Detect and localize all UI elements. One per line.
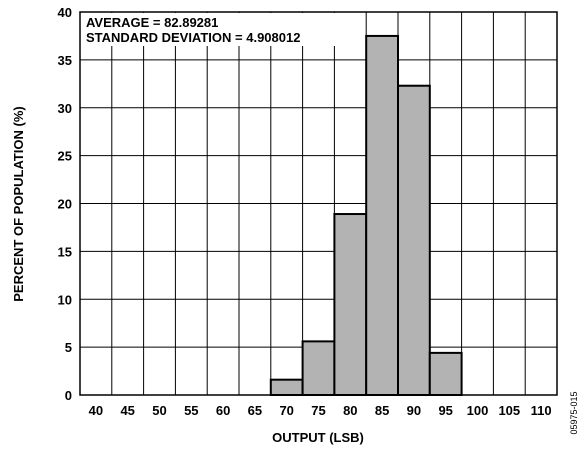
- annotation-box: [81, 13, 355, 46]
- x-tick-label: 60: [216, 403, 230, 418]
- y-tick-label: 5: [65, 340, 72, 355]
- x-tick-label: 75: [311, 403, 325, 418]
- y-tick-label: 15: [58, 244, 72, 259]
- x-tick-label: 55: [184, 403, 198, 418]
- y-tick-labels: 0 5 10 15 20 25 30 35 40: [58, 5, 72, 403]
- x-tick-label: 70: [279, 403, 293, 418]
- annotation-average: AVERAGE = 82.89281: [86, 15, 218, 30]
- y-axis-label: PERCENT OF POPULATION (%): [11, 106, 26, 301]
- x-tick-label: 95: [438, 403, 452, 418]
- x-tick-label: 85: [375, 403, 389, 418]
- grid-lines: [80, 12, 557, 395]
- x-tick-label: 105: [498, 403, 520, 418]
- x-tick-label: 45: [120, 403, 134, 418]
- x-tick-label: 65: [248, 403, 262, 418]
- plot-frame: [79, 11, 558, 396]
- histogram-bar: [269, 378, 304, 396]
- y-tick-label: 20: [58, 197, 72, 212]
- annotation-std-dev: STANDARD DEVIATION = 4.908012: [86, 30, 300, 45]
- y-tick-label: 25: [58, 149, 72, 164]
- x-tick-label: 100: [467, 403, 489, 418]
- x-tick-label: 110: [531, 403, 552, 418]
- histogram-bar: [365, 34, 400, 396]
- histogram-bars: [269, 34, 463, 397]
- y-tick-label: 30: [58, 101, 72, 116]
- y-tick-label: 10: [58, 292, 72, 307]
- histogram-bar: [397, 84, 431, 396]
- y-tick-label: 0: [65, 388, 72, 403]
- x-tick-label: 80: [343, 403, 357, 418]
- x-axis-label: OUTPUT (LSB): [272, 430, 364, 445]
- histogram-bar: [301, 340, 336, 397]
- histogram-bar: [428, 351, 463, 396]
- x-tick-label: 90: [407, 403, 421, 418]
- histogram-bar: [333, 213, 368, 396]
- y-tick-label: 35: [58, 53, 72, 68]
- y-tick-label: 40: [58, 5, 72, 20]
- x-tick-label: 50: [152, 403, 166, 418]
- x-tick-label: 40: [89, 403, 103, 418]
- x-tick-labels: 40 45 50 55 60 65 70 75 80 85 90 95 100 105 110: [89, 403, 552, 418]
- figure-id: 05975-015: [569, 391, 579, 434]
